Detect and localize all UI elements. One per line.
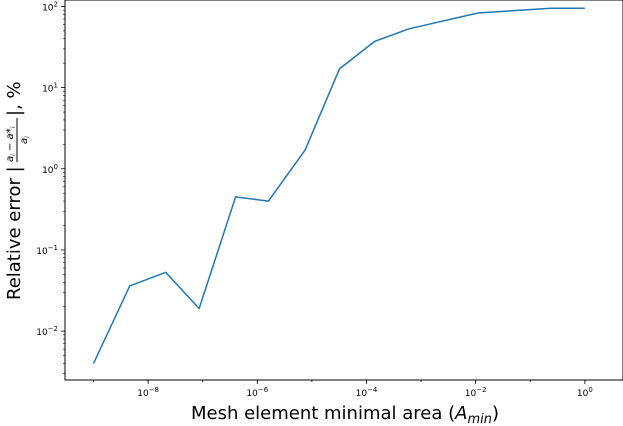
svg-text:ai: ai <box>19 136 31 144</box>
x-tick-label: 10−8 <box>137 386 159 399</box>
y-tick-label: 10−2 <box>36 325 58 338</box>
x-tick-label: 10−6 <box>246 386 268 399</box>
y-tick-label: 101 <box>42 82 58 95</box>
plot-area <box>64 0 623 381</box>
svg-text:|, %: |, % <box>4 81 25 116</box>
x-tick-label: 100 <box>577 386 593 399</box>
y-tick-label: 100 <box>42 163 58 176</box>
x-tick-label: 10−2 <box>465 386 487 399</box>
y-tick-label: 102 <box>42 0 58 13</box>
y-axis-label: Relative error | ai − a*i ai |, % <box>4 81 31 300</box>
x-axis-label: Mesh element minimal area (Amin) <box>191 403 499 426</box>
y-tick-label: 10−1 <box>36 244 58 257</box>
svg-text:ai − a*i: ai − a*i <box>5 126 17 162</box>
x-tick-label: 10−4 <box>356 386 378 399</box>
x-axis-ticks: 10−8 10−6 10−4 10−2 100 <box>93 380 593 399</box>
series-group <box>92 7 585 364</box>
svg-text:Relative error |: Relative error | <box>4 166 25 300</box>
y-axis-ticks: 10−2 10−1 100 101 102 <box>36 0 65 374</box>
